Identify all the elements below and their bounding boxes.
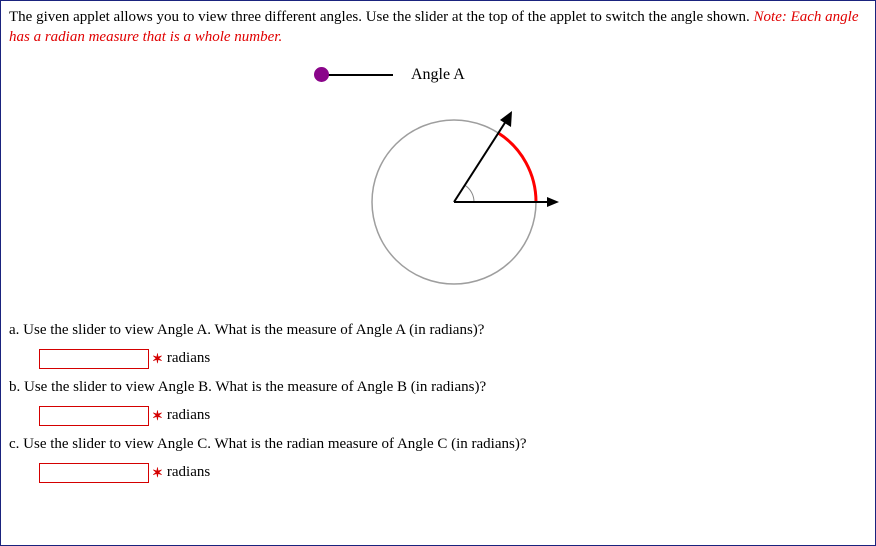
answer-row-b: ✶ radians <box>39 406 867 426</box>
answer-input-c[interactable] <box>39 463 149 483</box>
radian-arc <box>498 133 536 202</box>
answer-row-c: ✶ radians <box>39 463 867 483</box>
applet-region: Angle A <box>9 52 867 312</box>
slider-thumb[interactable] <box>314 67 329 82</box>
unit-label-b: radians <box>167 407 210 424</box>
answer-input-a[interactable] <box>39 349 149 369</box>
angle-marker-arc <box>465 185 474 202</box>
answer-row-a: ✶ radians <box>39 349 867 369</box>
slider-track[interactable] <box>325 74 393 76</box>
question-b-text: b. Use the slider to view Angle B. What … <box>9 379 867 396</box>
questions: a. Use the slider to view Angle A. What … <box>9 322 867 483</box>
terminal-ray <box>454 118 508 202</box>
intro-paragraph: The given applet allows you to view thre… <box>9 7 867 48</box>
question-a-text: a. Use the slider to view Angle A. What … <box>9 322 867 339</box>
answer-input-b[interactable] <box>39 406 149 426</box>
angle-slider[interactable]: Angle A <box>314 66 465 84</box>
incorrect-icon: ✶ <box>152 466 163 479</box>
incorrect-icon: ✶ <box>152 409 163 422</box>
initial-ray-arrow <box>547 197 559 207</box>
slider-label: Angle A <box>411 66 465 84</box>
question-b: b. Use the slider to view Angle B. What … <box>9 379 867 426</box>
terminal-ray-arrow <box>500 111 512 127</box>
question-a: a. Use the slider to view Angle A. What … <box>9 322 867 369</box>
problem-container: The given applet allows you to view thre… <box>0 0 876 546</box>
intro-text: The given applet allows you to view thre… <box>9 9 754 25</box>
unit-label-a: radians <box>167 350 210 367</box>
angle-diagram <box>329 87 589 307</box>
question-c: c. Use the slider to view Angle C. What … <box>9 436 867 483</box>
incorrect-icon: ✶ <box>152 352 163 365</box>
question-c-text: c. Use the slider to view Angle C. What … <box>9 436 867 453</box>
unit-label-c: radians <box>167 464 210 481</box>
